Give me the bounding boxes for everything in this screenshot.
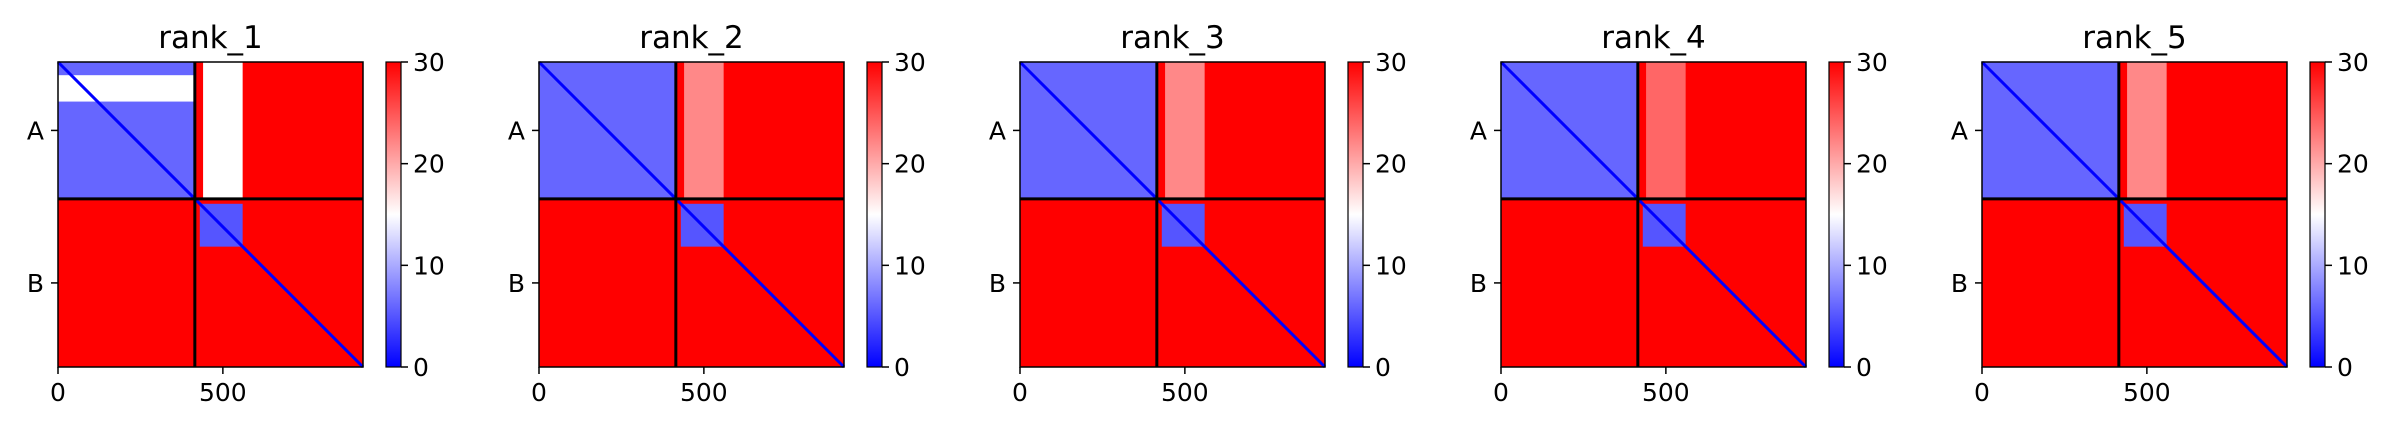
x-tick-label: 0 xyxy=(1974,378,1990,407)
y-tick-label: A xyxy=(989,116,1006,145)
panel-4: rank_4 0 500 A B 0 10 20 30 xyxy=(1470,20,1888,407)
axes-frame xyxy=(1500,61,1807,368)
colorbar xyxy=(1347,61,1364,368)
axes-frame xyxy=(538,61,845,368)
colorbar-tick-label: 20 xyxy=(1856,150,1888,179)
diagonal-line xyxy=(1155,197,1327,369)
colorbar-tick-label: 20 xyxy=(413,150,445,179)
heatmap-region-3 xyxy=(203,62,243,199)
colorbar-tick-label: 20 xyxy=(2337,150,2369,179)
colorbar-tick-label: 0 xyxy=(894,353,910,382)
panel-3: rank_3 0 500 A B 0 10 20 30 xyxy=(989,20,1407,407)
colorbar-tick-label: 0 xyxy=(1856,353,1872,382)
axes-frame xyxy=(1981,61,2288,368)
panel-1: rank_1 0 500 A B 0 10 20 30 xyxy=(27,20,445,407)
y-tick-label: A xyxy=(508,116,525,145)
y-tick-label: B xyxy=(27,269,44,298)
diagonal-line xyxy=(193,197,365,369)
axes-frame xyxy=(57,61,364,368)
heatmap-region-4 xyxy=(1020,198,1157,367)
diagonal-line xyxy=(1018,60,1158,200)
y-tick-label: B xyxy=(989,269,1006,298)
heatmap xyxy=(56,60,365,369)
y-tick-label: A xyxy=(1951,116,1968,145)
x-tick-label: 500 xyxy=(680,378,728,407)
heatmap-region-3 xyxy=(1165,62,1205,199)
heatmap-region-4 xyxy=(58,198,195,367)
x-tick-label: 500 xyxy=(199,378,247,407)
y-tick-label: B xyxy=(1470,269,1487,298)
colorbar xyxy=(1828,61,1845,368)
diagonal-line xyxy=(1980,60,2120,200)
heatmap xyxy=(537,60,846,369)
x-tick-label: 500 xyxy=(2123,378,2171,407)
panel-title: rank_2 xyxy=(639,20,744,56)
colorbar xyxy=(866,61,883,368)
heatmap-region-4 xyxy=(1501,198,1638,367)
heatmap-region-3 xyxy=(2127,62,2167,199)
colorbar-tick-label: 30 xyxy=(894,48,926,77)
heatmap xyxy=(1018,60,1327,369)
colorbar-tick-label: 10 xyxy=(413,251,445,280)
colorbar-tick-label: 10 xyxy=(1375,251,1407,280)
x-tick-label: 0 xyxy=(1012,378,1028,407)
colorbar-tick-label: 0 xyxy=(413,353,429,382)
diagonal-line xyxy=(1636,197,1808,369)
y-tick-label: B xyxy=(1951,269,1968,298)
y-tick-label: B xyxy=(508,269,525,298)
x-tick-label: 0 xyxy=(1493,378,1509,407)
colorbar-tick-label: 30 xyxy=(413,48,445,77)
heatmap-region-4 xyxy=(1982,198,2119,367)
diagonal-line xyxy=(56,60,196,200)
y-tick-label: A xyxy=(1470,116,1487,145)
y-tick-label: A xyxy=(27,116,44,145)
diagonal-line xyxy=(537,60,677,200)
colorbar-tick-label: 30 xyxy=(1856,48,1888,77)
colorbar-tick-label: 0 xyxy=(2337,353,2353,382)
colorbar-tick-label: 10 xyxy=(2337,251,2369,280)
panel-title: rank_1 xyxy=(158,20,263,56)
colorbar-tick-label: 30 xyxy=(1375,48,1407,77)
panel-title: rank_5 xyxy=(2082,20,2187,56)
heatmap xyxy=(1980,60,2289,369)
heatmap-region-5 xyxy=(58,75,195,102)
heatmap xyxy=(1499,60,1808,369)
x-tick-label: 0 xyxy=(531,378,547,407)
heatmap-region-3 xyxy=(1646,62,1686,199)
x-tick-label: 0 xyxy=(50,378,66,407)
x-tick-label: 500 xyxy=(1642,378,1690,407)
colorbar-tick-label: 20 xyxy=(894,150,926,179)
colorbar-tick-label: 20 xyxy=(1375,150,1407,179)
panel-title: rank_4 xyxy=(1601,20,1706,56)
diagonal-line xyxy=(1499,60,1639,200)
colorbar-tick-label: 10 xyxy=(894,251,926,280)
x-tick-label: 500 xyxy=(1161,378,1209,407)
colorbar-tick-label: 0 xyxy=(1375,353,1391,382)
colorbar xyxy=(2309,61,2326,368)
colorbar-tick-label: 30 xyxy=(2337,48,2369,77)
panel-5: rank_5 0 500 A B 0 10 20 30 xyxy=(1951,20,2369,407)
heatmap-region-3 xyxy=(684,62,724,199)
panel-title: rank_3 xyxy=(1120,20,1225,56)
diagonal-line xyxy=(674,197,846,369)
diagonal-line xyxy=(2117,197,2289,369)
heatmap-region-4 xyxy=(539,198,676,367)
colorbar xyxy=(385,61,402,368)
panel-2: rank_2 0 500 A B 0 10 20 30 xyxy=(508,20,926,407)
axes-frame xyxy=(1019,61,1326,368)
colorbar-tick-label: 10 xyxy=(1856,251,1888,280)
